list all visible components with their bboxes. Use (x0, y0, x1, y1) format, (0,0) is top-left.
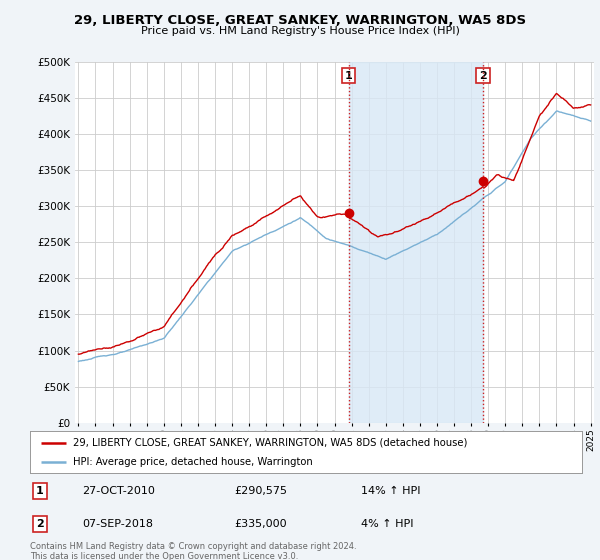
Bar (349, 62, 483, 423)
Text: 14% ↑ HPI: 14% ↑ HPI (361, 486, 421, 496)
Text: £335,000: £335,000 (234, 519, 287, 529)
Text: 27-OCT-2010: 27-OCT-2010 (82, 486, 155, 496)
Text: 2: 2 (36, 519, 44, 529)
Text: Contains HM Land Registry data © Crown copyright and database right 2024.
This d: Contains HM Land Registry data © Crown c… (30, 542, 356, 560)
Text: 07-SEP-2018: 07-SEP-2018 (82, 519, 154, 529)
Text: HPI: Average price, detached house, Warrington: HPI: Average price, detached house, Warr… (73, 457, 313, 467)
Text: 29, LIBERTY CLOSE, GREAT SANKEY, WARRINGTON, WA5 8DS: 29, LIBERTY CLOSE, GREAT SANKEY, WARRING… (74, 14, 526, 27)
Text: 4% ↑ HPI: 4% ↑ HPI (361, 519, 414, 529)
Text: 2: 2 (479, 71, 487, 81)
Text: 1: 1 (345, 71, 353, 81)
Text: 29, LIBERTY CLOSE, GREAT SANKEY, WARRINGTON, WA5 8DS (detached house): 29, LIBERTY CLOSE, GREAT SANKEY, WARRING… (73, 437, 467, 447)
Text: Price paid vs. HM Land Registry's House Price Index (HPI): Price paid vs. HM Land Registry's House … (140, 26, 460, 36)
Text: £290,575: £290,575 (234, 486, 287, 496)
Text: 1: 1 (36, 486, 44, 496)
